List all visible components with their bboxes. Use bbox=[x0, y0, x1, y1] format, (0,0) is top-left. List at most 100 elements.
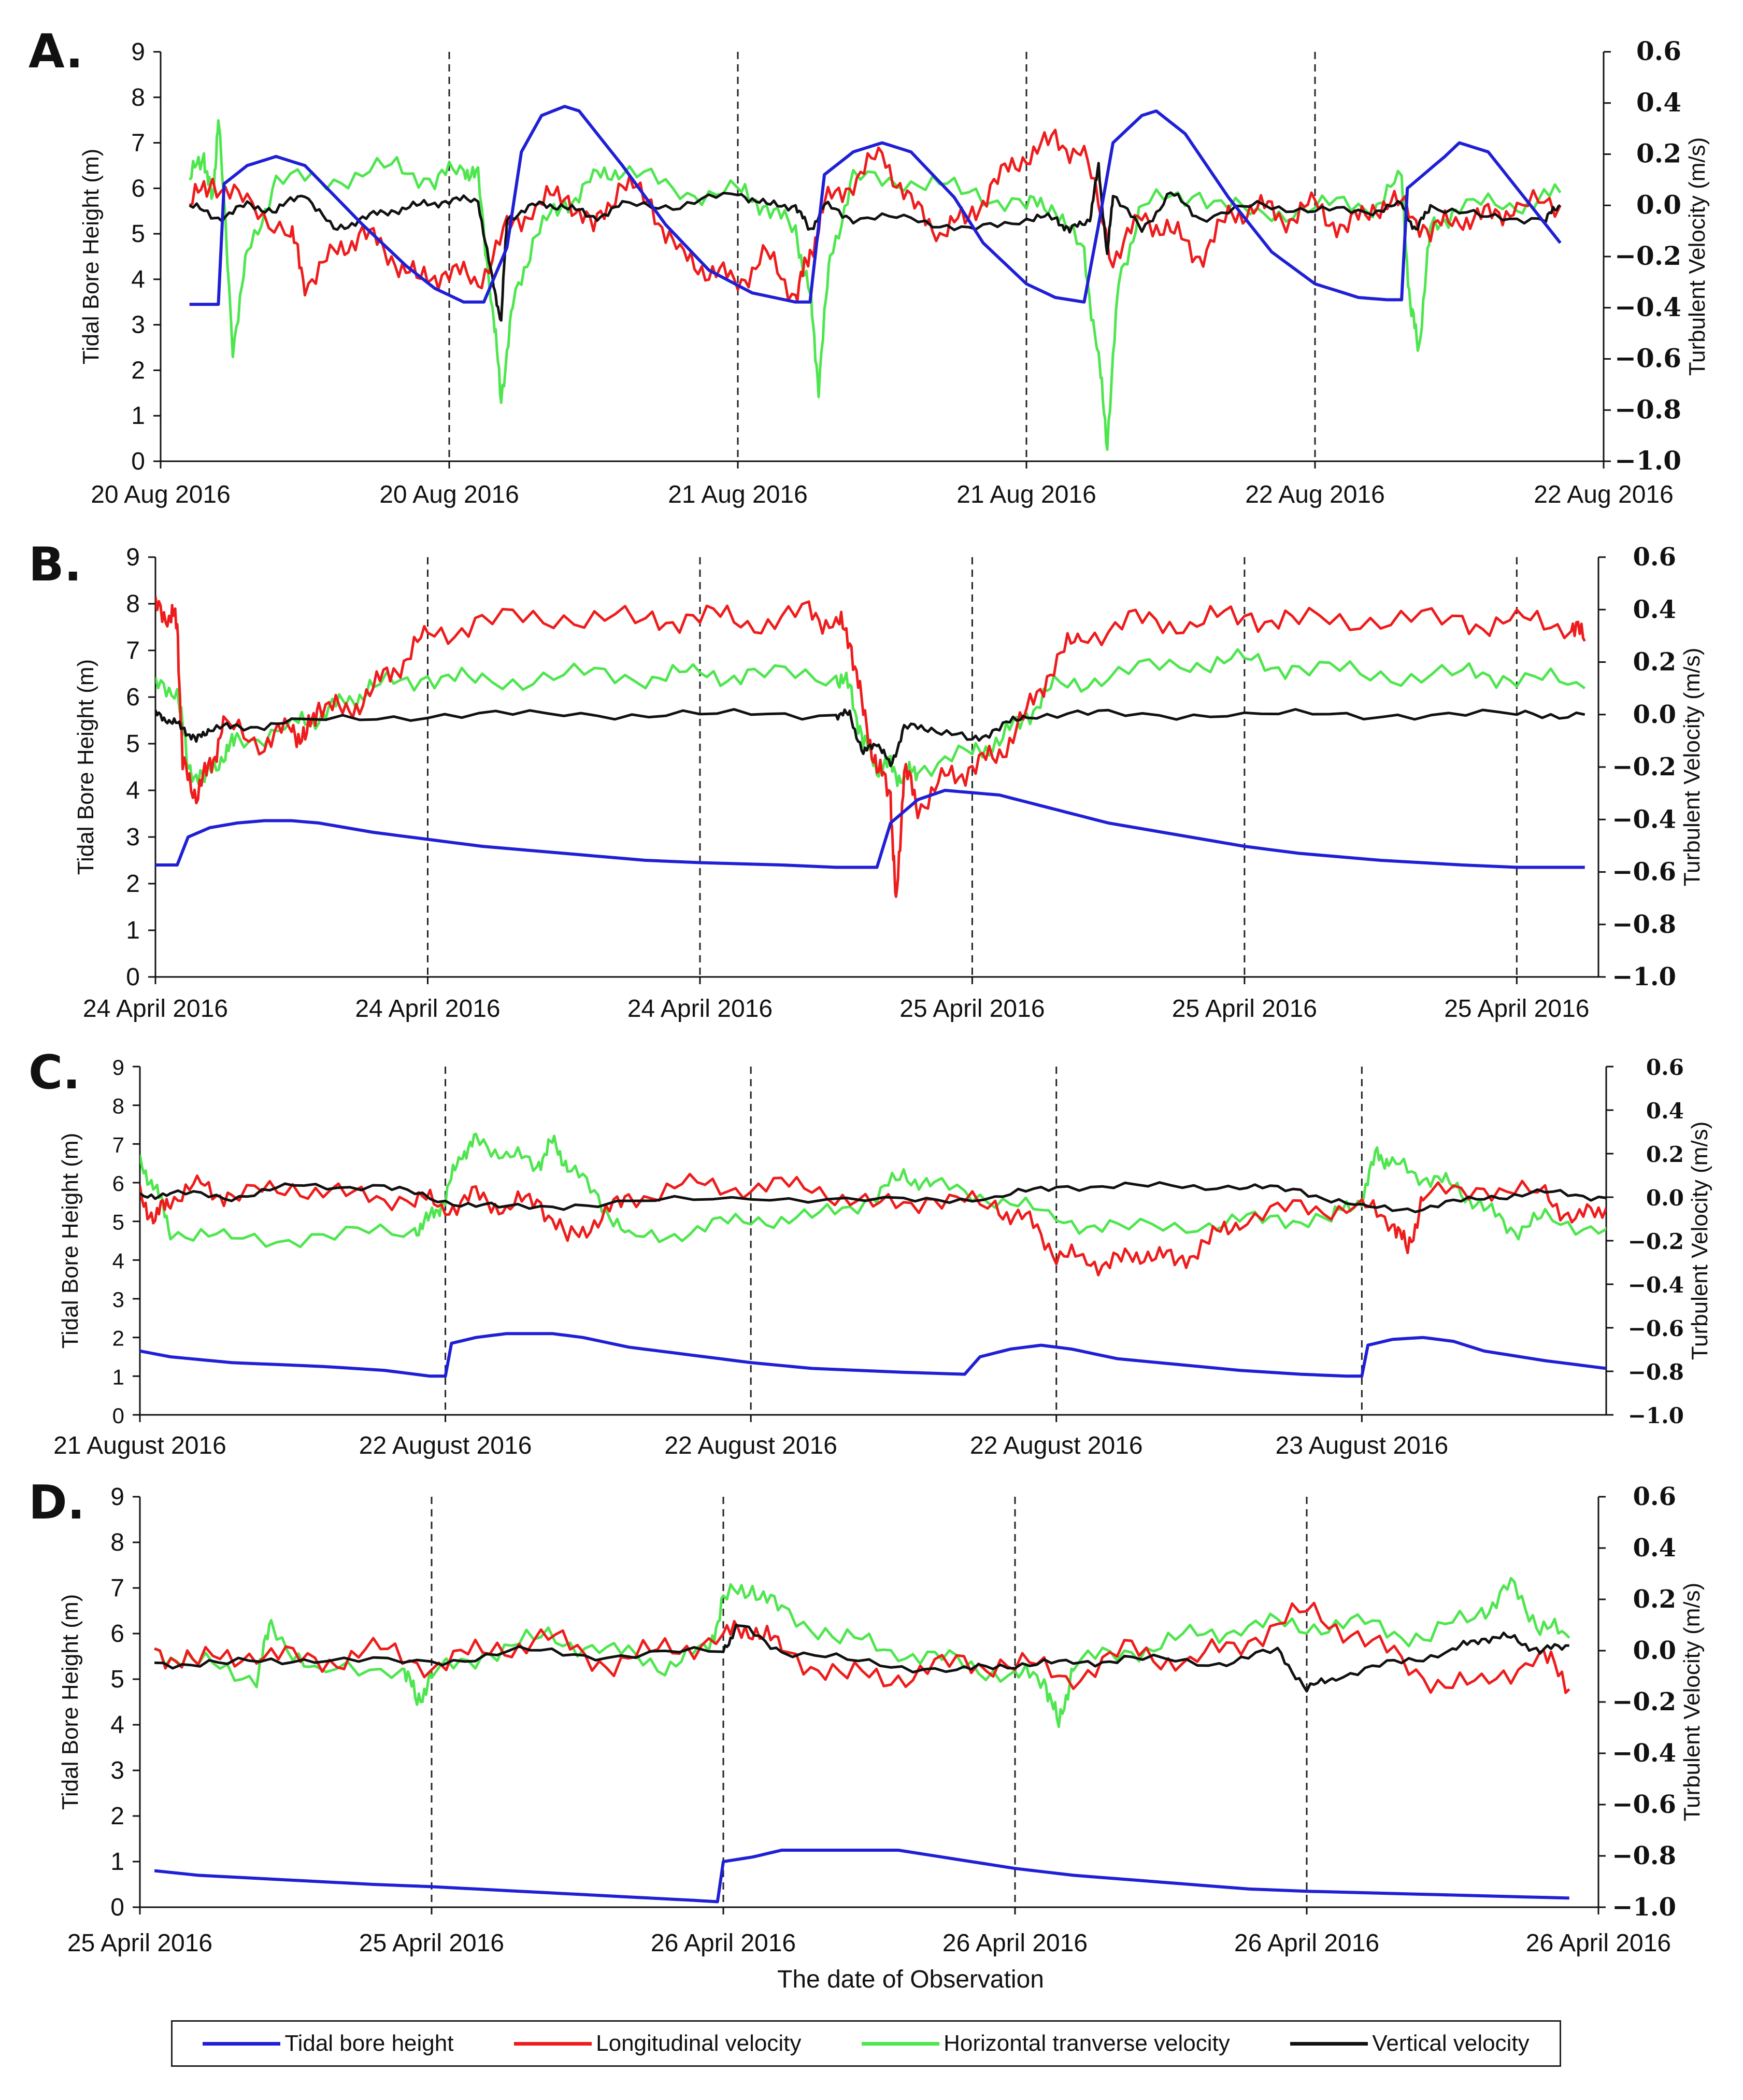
x-axis-title: The date of Observation bbox=[777, 1966, 1044, 1993]
series-tidal-bore-height bbox=[154, 1849, 1569, 1904]
left-tick-label: 2 bbox=[110, 1803, 124, 1830]
left-tick-label: 6 bbox=[110, 1620, 124, 1648]
series-tidal-bore-height bbox=[189, 105, 1562, 306]
right-tick-label: 0.0 bbox=[1646, 1185, 1684, 1211]
left-tick-label: 5 bbox=[112, 1210, 124, 1235]
x-tick-label: 26 April 2016 bbox=[1526, 1929, 1671, 1957]
right-tick-label: −0.6 bbox=[1628, 1316, 1684, 1341]
right-tick-label: 0.0 bbox=[1636, 189, 1681, 220]
legend: Tidal bore height Longitudinal velocity … bbox=[171, 2020, 1561, 2067]
left-tick-label: 4 bbox=[110, 1711, 124, 1739]
left-tick-label: 7 bbox=[112, 1132, 124, 1157]
series-horizontal-velocity bbox=[155, 648, 1586, 787]
left-tick-label: 6 bbox=[131, 175, 145, 202]
x-tick-label: 25 April 2016 bbox=[359, 1929, 504, 1957]
left-tick-label: 4 bbox=[131, 266, 145, 293]
left-tick-label: 2 bbox=[126, 870, 140, 898]
x-tick-label: 20 Aug 2016 bbox=[379, 481, 519, 508]
y-axis-title-left: Tidal Bore Height (m) bbox=[58, 1594, 83, 1810]
right-tick-label: 0.6 bbox=[1646, 1055, 1684, 1080]
left-tick-label: 3 bbox=[110, 1757, 124, 1784]
x-tick-label: 22 August 2016 bbox=[664, 1432, 837, 1459]
right-tick-label: 0.4 bbox=[1633, 595, 1676, 624]
right-tick-label: −0.4 bbox=[1628, 1272, 1684, 1298]
left-tick-label: 5 bbox=[131, 220, 145, 248]
left-tick-label: 5 bbox=[110, 1666, 124, 1693]
x-tick-label: 25 April 2016 bbox=[1444, 995, 1589, 1023]
left-tick-label: 3 bbox=[131, 311, 145, 339]
x-tick-label: 25 April 2016 bbox=[1172, 995, 1317, 1023]
right-tick-label: −1.0 bbox=[1612, 1893, 1676, 1922]
series-horizontal-velocity bbox=[140, 1132, 1606, 1248]
right-tick-label: −0.6 bbox=[1612, 858, 1676, 887]
panel-4: D. 0 1 2 3 4 5 6 7 8 9 −1.0 −0.8 −0.6 −0.4 −0.2 0.0 0.2 0.… bbox=[28, 1475, 1705, 1993]
x-tick-label: 21 Aug 2016 bbox=[668, 481, 808, 508]
x-tick-label: 21 Aug 2016 bbox=[956, 481, 1096, 508]
left-tick-label: 9 bbox=[112, 1055, 124, 1080]
x-tick-label: 24 April 2016 bbox=[355, 995, 500, 1023]
series-vertical-velocity bbox=[140, 1181, 1606, 1213]
x-tick-label: 24 April 2016 bbox=[83, 995, 228, 1023]
right-tick-label: −0.2 bbox=[1612, 1687, 1676, 1716]
right-tick-label: 0.6 bbox=[1636, 36, 1681, 66]
y-axis-title-right: Turbulent Velocity (m/s) bbox=[1684, 137, 1710, 376]
left-tick-label: 0 bbox=[131, 448, 145, 475]
right-tick-label: −0.2 bbox=[1615, 240, 1681, 271]
right-tick-label: −0.8 bbox=[1628, 1359, 1684, 1385]
left-tick-label: 4 bbox=[126, 777, 140, 804]
right-tick-label: −0.4 bbox=[1615, 292, 1681, 322]
x-tick-label: 20 Aug 2016 bbox=[91, 481, 231, 508]
right-tick-label: 0.6 bbox=[1633, 1482, 1676, 1511]
left-tick-label: 6 bbox=[112, 1171, 124, 1196]
x-tick-label: 26 April 2016 bbox=[1234, 1929, 1379, 1957]
right-tick-label: −1.0 bbox=[1615, 445, 1681, 476]
right-tick-label: −0.2 bbox=[1612, 753, 1676, 782]
series-tidal-bore-height bbox=[140, 1332, 1606, 1378]
left-tick-label: 0 bbox=[112, 1403, 124, 1428]
panel-letter: D. bbox=[28, 1475, 85, 1530]
x-tick-label: 22 Aug 2016 bbox=[1245, 481, 1385, 508]
left-tick-label: 8 bbox=[112, 1094, 124, 1118]
series-longitudinal-velocity bbox=[154, 1601, 1570, 1694]
series-longitudinal-velocity bbox=[140, 1173, 1606, 1276]
y-axis-title-right: Turbulent Velocity (m/s) bbox=[1679, 1583, 1705, 1822]
x-tick-label: 23 August 2016 bbox=[1276, 1432, 1449, 1459]
right-tick-label: −0.8 bbox=[1612, 910, 1676, 939]
y-axis-title-left: Tidal Bore Height (m) bbox=[73, 659, 98, 875]
right-tick-label: 0.4 bbox=[1636, 87, 1681, 118]
x-tick-label: 25 April 2016 bbox=[899, 995, 1045, 1023]
panel-2: B. 0 1 2 3 4 5 6 7 8 9 −1.0 −0.8 −0.6 −0.4 −0.2 0.0 0.2 0.… bbox=[28, 537, 1705, 1023]
left-tick-label: 3 bbox=[112, 1287, 124, 1312]
series-horizontal-velocity bbox=[154, 1577, 1570, 1728]
x-tick-label: 22 Aug 2016 bbox=[1534, 481, 1674, 508]
right-tick-label: 0.0 bbox=[1633, 1636, 1676, 1665]
panel-letter: B. bbox=[28, 537, 82, 592]
series-longitudinal-velocity bbox=[155, 596, 1586, 898]
left-tick-label: 7 bbox=[131, 130, 145, 157]
left-tick-label: 9 bbox=[126, 544, 140, 571]
left-tick-label: 4 bbox=[112, 1248, 124, 1273]
left-tick-label: 8 bbox=[126, 590, 140, 618]
right-tick-label: −0.4 bbox=[1612, 1739, 1676, 1768]
right-tick-label: −0.8 bbox=[1615, 394, 1681, 424]
left-tick-label: 3 bbox=[126, 824, 140, 851]
left-tick-label: 1 bbox=[131, 402, 145, 430]
right-tick-label: 0.2 bbox=[1636, 138, 1681, 169]
legend-item-tidal: Tidal bore height bbox=[203, 2031, 453, 2056]
series-tidal-bore-height bbox=[155, 789, 1585, 869]
x-tick-label: 21 August 2016 bbox=[53, 1432, 226, 1459]
y-axis-title-left: Tidal Bore Height (m) bbox=[58, 1133, 83, 1349]
left-tick-label: 0 bbox=[110, 1894, 124, 1921]
y-axis-title-right: Turbulent Velocity (m/s) bbox=[1679, 648, 1705, 887]
right-tick-label: −0.4 bbox=[1612, 805, 1676, 834]
left-tick-label: 1 bbox=[110, 1848, 124, 1876]
left-tick-label: 9 bbox=[110, 1483, 124, 1511]
legend-swatch-longitudinal bbox=[514, 2041, 592, 2046]
left-tick-label: 6 bbox=[126, 684, 140, 711]
right-tick-label: 0.2 bbox=[1633, 648, 1676, 677]
x-tick-label: 26 April 2016 bbox=[651, 1929, 796, 1957]
legend-swatch-horizontal bbox=[862, 2041, 940, 2046]
right-tick-label: 0.4 bbox=[1646, 1098, 1684, 1124]
left-tick-label: 5 bbox=[126, 730, 140, 758]
